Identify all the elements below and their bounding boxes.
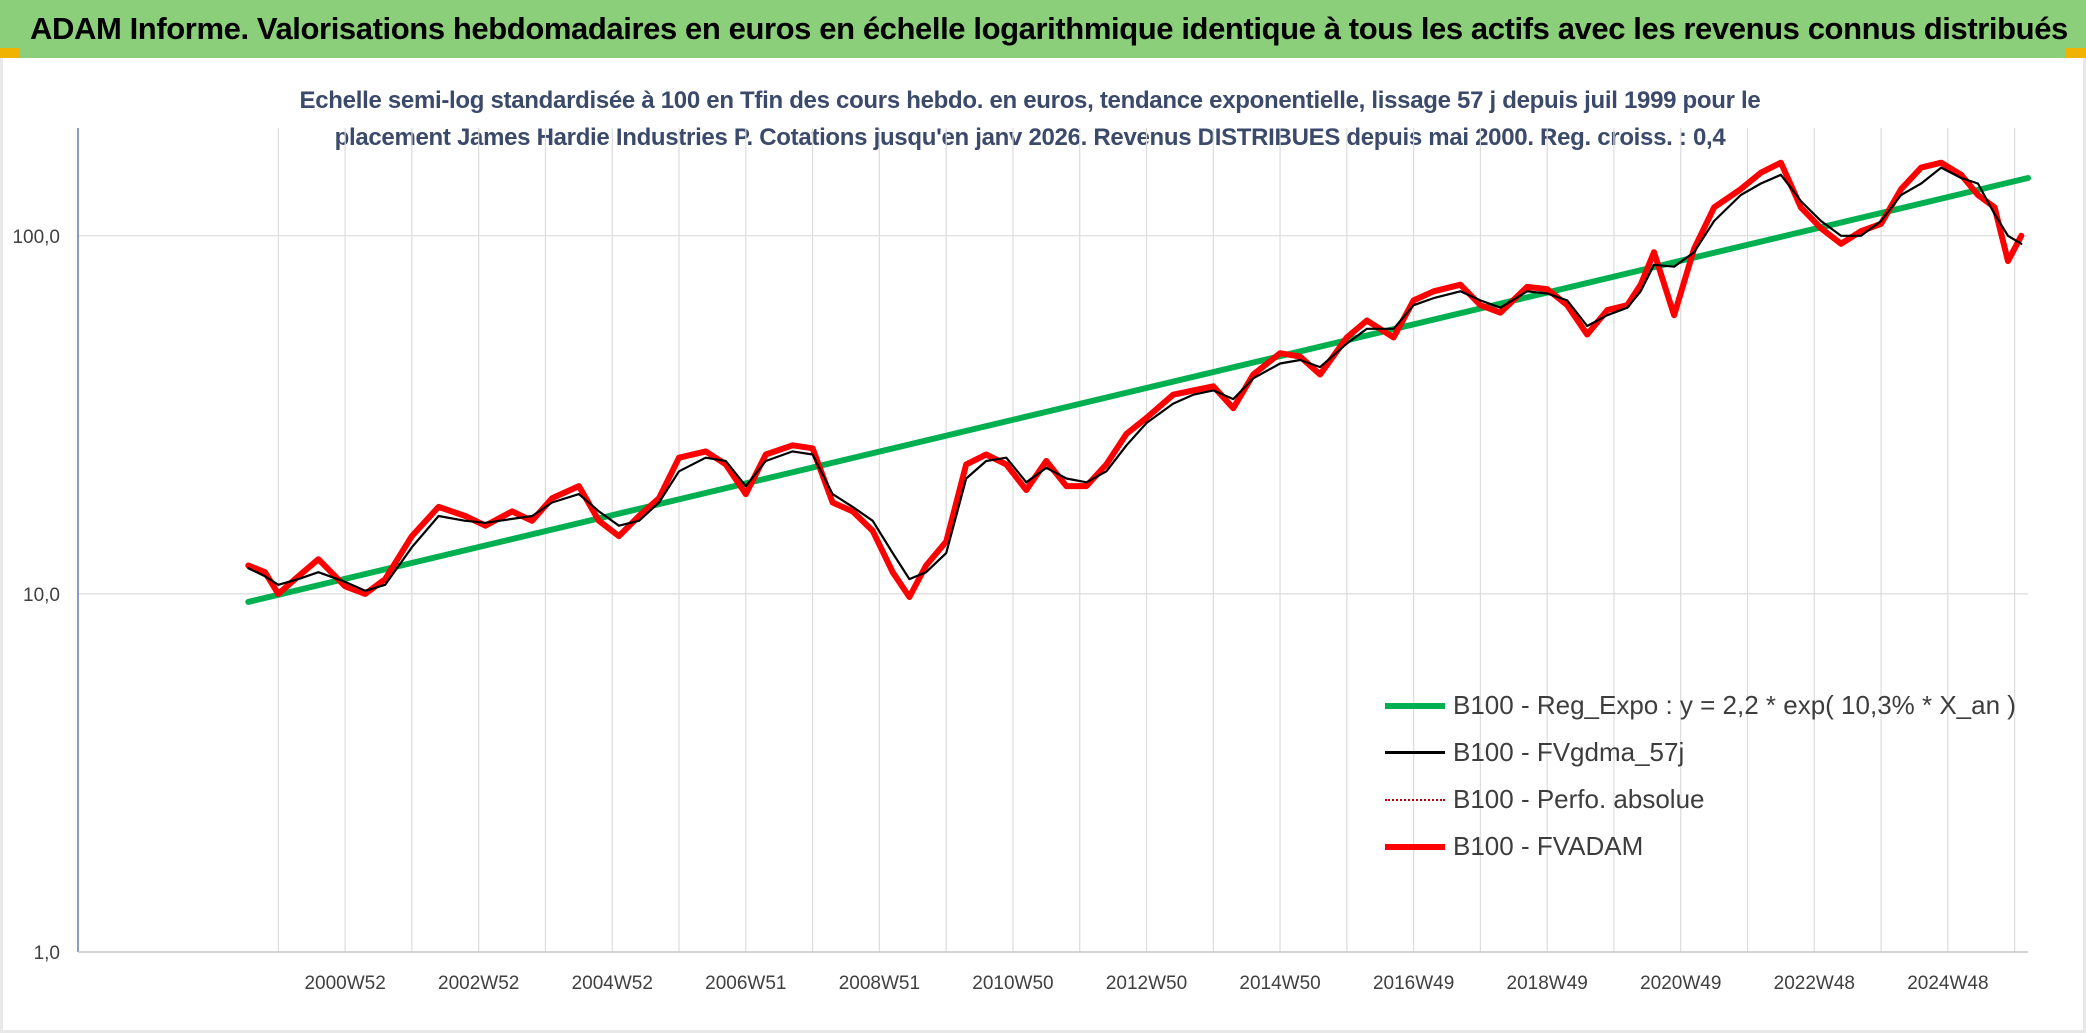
x-tick-label: 2012W50 [1106,973,1187,994]
series-fvgdma-line [247,166,2023,592]
chart-title-block: Echelle semi-log standardisée à 100 en T… [240,82,1820,156]
legend-item-fvadam: B100 - FVADAM [1385,823,2016,870]
series-regression-line [245,175,2031,605]
legend-swatch-fvgdma [1385,751,1445,754]
series-fvadam-line [245,159,2025,600]
legend-swatch-regression [1385,702,1445,709]
legend-swatch-perfo [1385,798,1445,801]
y-tick-label: 100,0 [12,227,60,248]
legend-label-fvadam: B100 - FVADAM [1453,831,1644,861]
chart-subtitle: placement James Hardie Industries P. Cot… [334,124,1726,151]
x-tick-label: 2022W48 [1774,973,1855,994]
legend-label-regression: B100 - Reg_Expo : y = 2,2 * exp( 10,3% *… [1453,690,2016,720]
series-perfo-line [247,161,2023,598]
header-title: ADAM Informe. Valorisations hebdomadaire… [30,11,2068,46]
x-tick-label: 2018W49 [1507,973,1588,994]
x-tick-label: 2024W48 [1907,973,1988,994]
y-tick-label: 1,0 [34,943,60,964]
y-tick-label: 10,0 [23,585,60,606]
x-tick-label: 2016W49 [1373,973,1454,994]
x-tick-label: 2002W52 [438,973,519,994]
chart-title: Echelle semi-log standardisée à 100 en T… [299,87,1761,114]
legend-item-fvgdma: B100 - FVgdma_57j [1385,729,2016,776]
header-bar: ADAM Informe. Valorisations hebdomadaire… [0,0,2086,58]
x-tick-label: 2000W52 [304,973,385,994]
x-tick-label: 2008W51 [839,973,920,994]
x-tick-label: 2020W49 [1640,973,1721,994]
x-tick-label: 2006W51 [705,973,786,994]
legend: B100 - Reg_Expo : y = 2,2 * exp( 10,3% *… [1385,682,2016,870]
legend-label-fvgdma: B100 - FVgdma_57j [1453,737,1685,767]
x-tick-label: 2014W50 [1239,973,1320,994]
corner-marker-right [2066,48,2086,58]
corner-marker-left [0,48,20,58]
x-tick-label: 2010W50 [972,973,1053,994]
legend-label-perfo: B100 - Perfo. absolue [1453,784,1705,814]
legend-item-regression: B100 - Reg_Expo : y = 2,2 * exp( 10,3% *… [1385,682,2016,729]
legend-swatch-fvadam [1385,843,1445,850]
x-tick-label: 2004W52 [572,973,653,994]
legend-item-perfo: B100 - Perfo. absolue [1385,776,2016,823]
